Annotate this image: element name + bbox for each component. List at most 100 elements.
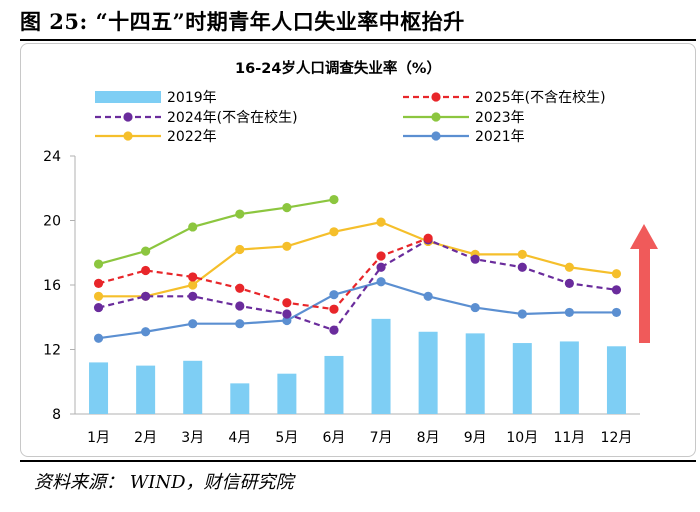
point-2025-8月 — [423, 233, 433, 243]
y-tick-label: 12 — [43, 343, 61, 359]
chart-title: 16-24岁人口调查失业率（%） — [235, 59, 441, 77]
point-2025-6月 — [329, 304, 339, 314]
legend-label: 2022年 — [167, 129, 217, 145]
point-2023-3月 — [188, 222, 198, 232]
chart-panel — [20, 43, 696, 457]
point-2022-1月 — [93, 291, 104, 301]
point-2024-7月 — [376, 262, 386, 272]
legend-swatch-bar — [95, 91, 161, 103]
point-2021-2月 — [141, 327, 151, 337]
line-series-group — [93, 194, 622, 343]
point-2024-5月 — [282, 309, 292, 319]
x-tick-label: 3月 — [181, 430, 204, 446]
point-2021-12月 — [611, 307, 622, 318]
point-2021-7月 — [376, 277, 386, 287]
legend-label: 2023年 — [475, 110, 525, 126]
point-2023-4月 — [235, 209, 245, 219]
point-2022-11月 — [564, 262, 574, 272]
series-line-2021 — [98, 280, 617, 340]
legend-item: 2021年 — [403, 129, 525, 145]
y-tick-label: 20 — [43, 214, 61, 230]
x-axis: 1月 2月 3月 4月 5月 6月 7月 8月 9月 10月 11月 12月 — [87, 430, 632, 446]
legend-label: 2019年 — [167, 90, 217, 106]
point-2025-1月 — [93, 278, 104, 288]
bar-2019-10月 — [512, 343, 532, 414]
series-line-2022 — [98, 220, 617, 298]
source-note: 资料来源： WIND，财信研究院 — [34, 472, 294, 493]
point-2021-11月 — [564, 307, 574, 318]
x-tick-label: 10月 — [506, 430, 538, 446]
bar-2019-4月 — [230, 383, 250, 414]
point-2024-2月 — [141, 291, 151, 301]
bar-2019-9月 — [465, 333, 485, 414]
bottom-rule — [20, 460, 696, 462]
point-2023-5月 — [282, 203, 292, 213]
bar-2019-2月 — [136, 365, 156, 414]
x-tick-label: 5月 — [275, 430, 298, 446]
point-2022-3月 — [188, 280, 198, 290]
legend-label: 2021年 — [475, 129, 525, 145]
bar-2019-8月 — [418, 331, 438, 414]
point-2022-10月 — [517, 249, 527, 259]
point-2024-1月 — [93, 302, 104, 313]
y-tick-label: 24 — [43, 149, 61, 165]
point-2021-1月 — [93, 333, 104, 343]
x-tick-label: 6月 — [322, 430, 345, 446]
point-2021-5月 — [282, 315, 292, 326]
legend-swatch-marker — [123, 131, 133, 141]
point-2024-6月 — [329, 325, 339, 335]
bar-2019-5月 — [277, 373, 297, 414]
x-tick-label: 11月 — [553, 430, 585, 446]
point-2025-5月 — [282, 298, 292, 308]
x-tick-label: 1月 — [87, 430, 110, 446]
figure-title: 图 25: “十四五”时期青年人口失业率中枢抬升 — [20, 9, 465, 34]
legend-label: 2024年(不含在校生) — [167, 109, 298, 126]
point-2021-6月 — [329, 290, 339, 300]
point-2024-12月 — [611, 285, 622, 295]
point-2023-1月 — [93, 259, 104, 269]
legend-item: 2023年 — [403, 110, 525, 126]
line-series-2021 — [93, 277, 622, 343]
bar-2019-7月 — [371, 318, 391, 414]
legend-swatch-marker — [431, 112, 441, 122]
point-2025-4月 — [235, 283, 245, 293]
bar-2019-3月 — [183, 360, 203, 414]
bar-2019-12月 — [606, 346, 626, 414]
point-2021-9月 — [470, 302, 480, 313]
y-tick-label: 8 — [52, 407, 61, 423]
x-tick-label: 2月 — [134, 430, 157, 446]
bar-2019-11月 — [559, 341, 579, 414]
legend-item: 2024年(不含在校生) — [95, 109, 298, 126]
point-2025-2月 — [141, 265, 151, 276]
point-2024-3月 — [188, 291, 198, 301]
x-tick-label: 8月 — [417, 430, 440, 446]
point-2023-2月 — [141, 246, 151, 256]
point-2022-6月 — [329, 227, 339, 237]
point-2025-3月 — [188, 272, 198, 282]
x-tick-label: 7月 — [370, 430, 393, 446]
point-2021-4月 — [235, 319, 245, 329]
y-axis: 8 12 16 20 24 — [43, 149, 640, 423]
point-2021-10月 — [517, 309, 527, 319]
arrow-shaft — [639, 248, 650, 343]
point-2025-7月 — [376, 251, 386, 261]
line-series-2025 — [93, 233, 433, 314]
point-2022-7月 — [376, 217, 386, 227]
line-series-2024 — [93, 235, 622, 335]
point-2024-10月 — [517, 262, 527, 272]
chart-legend: 2019年 2025年(不含在校生) 2024年(不含在校生) 2023年 2022年 2… — [95, 89, 606, 145]
point-2022-5月 — [282, 241, 292, 251]
line-series-2022 — [93, 217, 622, 301]
legend-item: 2025年(不含在校生) — [403, 89, 606, 106]
legend-item: 2019年 — [95, 90, 217, 106]
x-tick-label: 4月 — [228, 430, 251, 446]
point-2024-4月 — [235, 301, 245, 311]
legend-swatch-marker — [431, 92, 441, 102]
line-series-2023 — [93, 194, 339, 269]
legend-swatch-marker — [431, 131, 441, 141]
point-2023-6月 — [329, 194, 339, 205]
point-2024-11月 — [564, 278, 574, 288]
bar-2019-6月 — [324, 355, 344, 414]
series-line-2023 — [98, 198, 335, 266]
